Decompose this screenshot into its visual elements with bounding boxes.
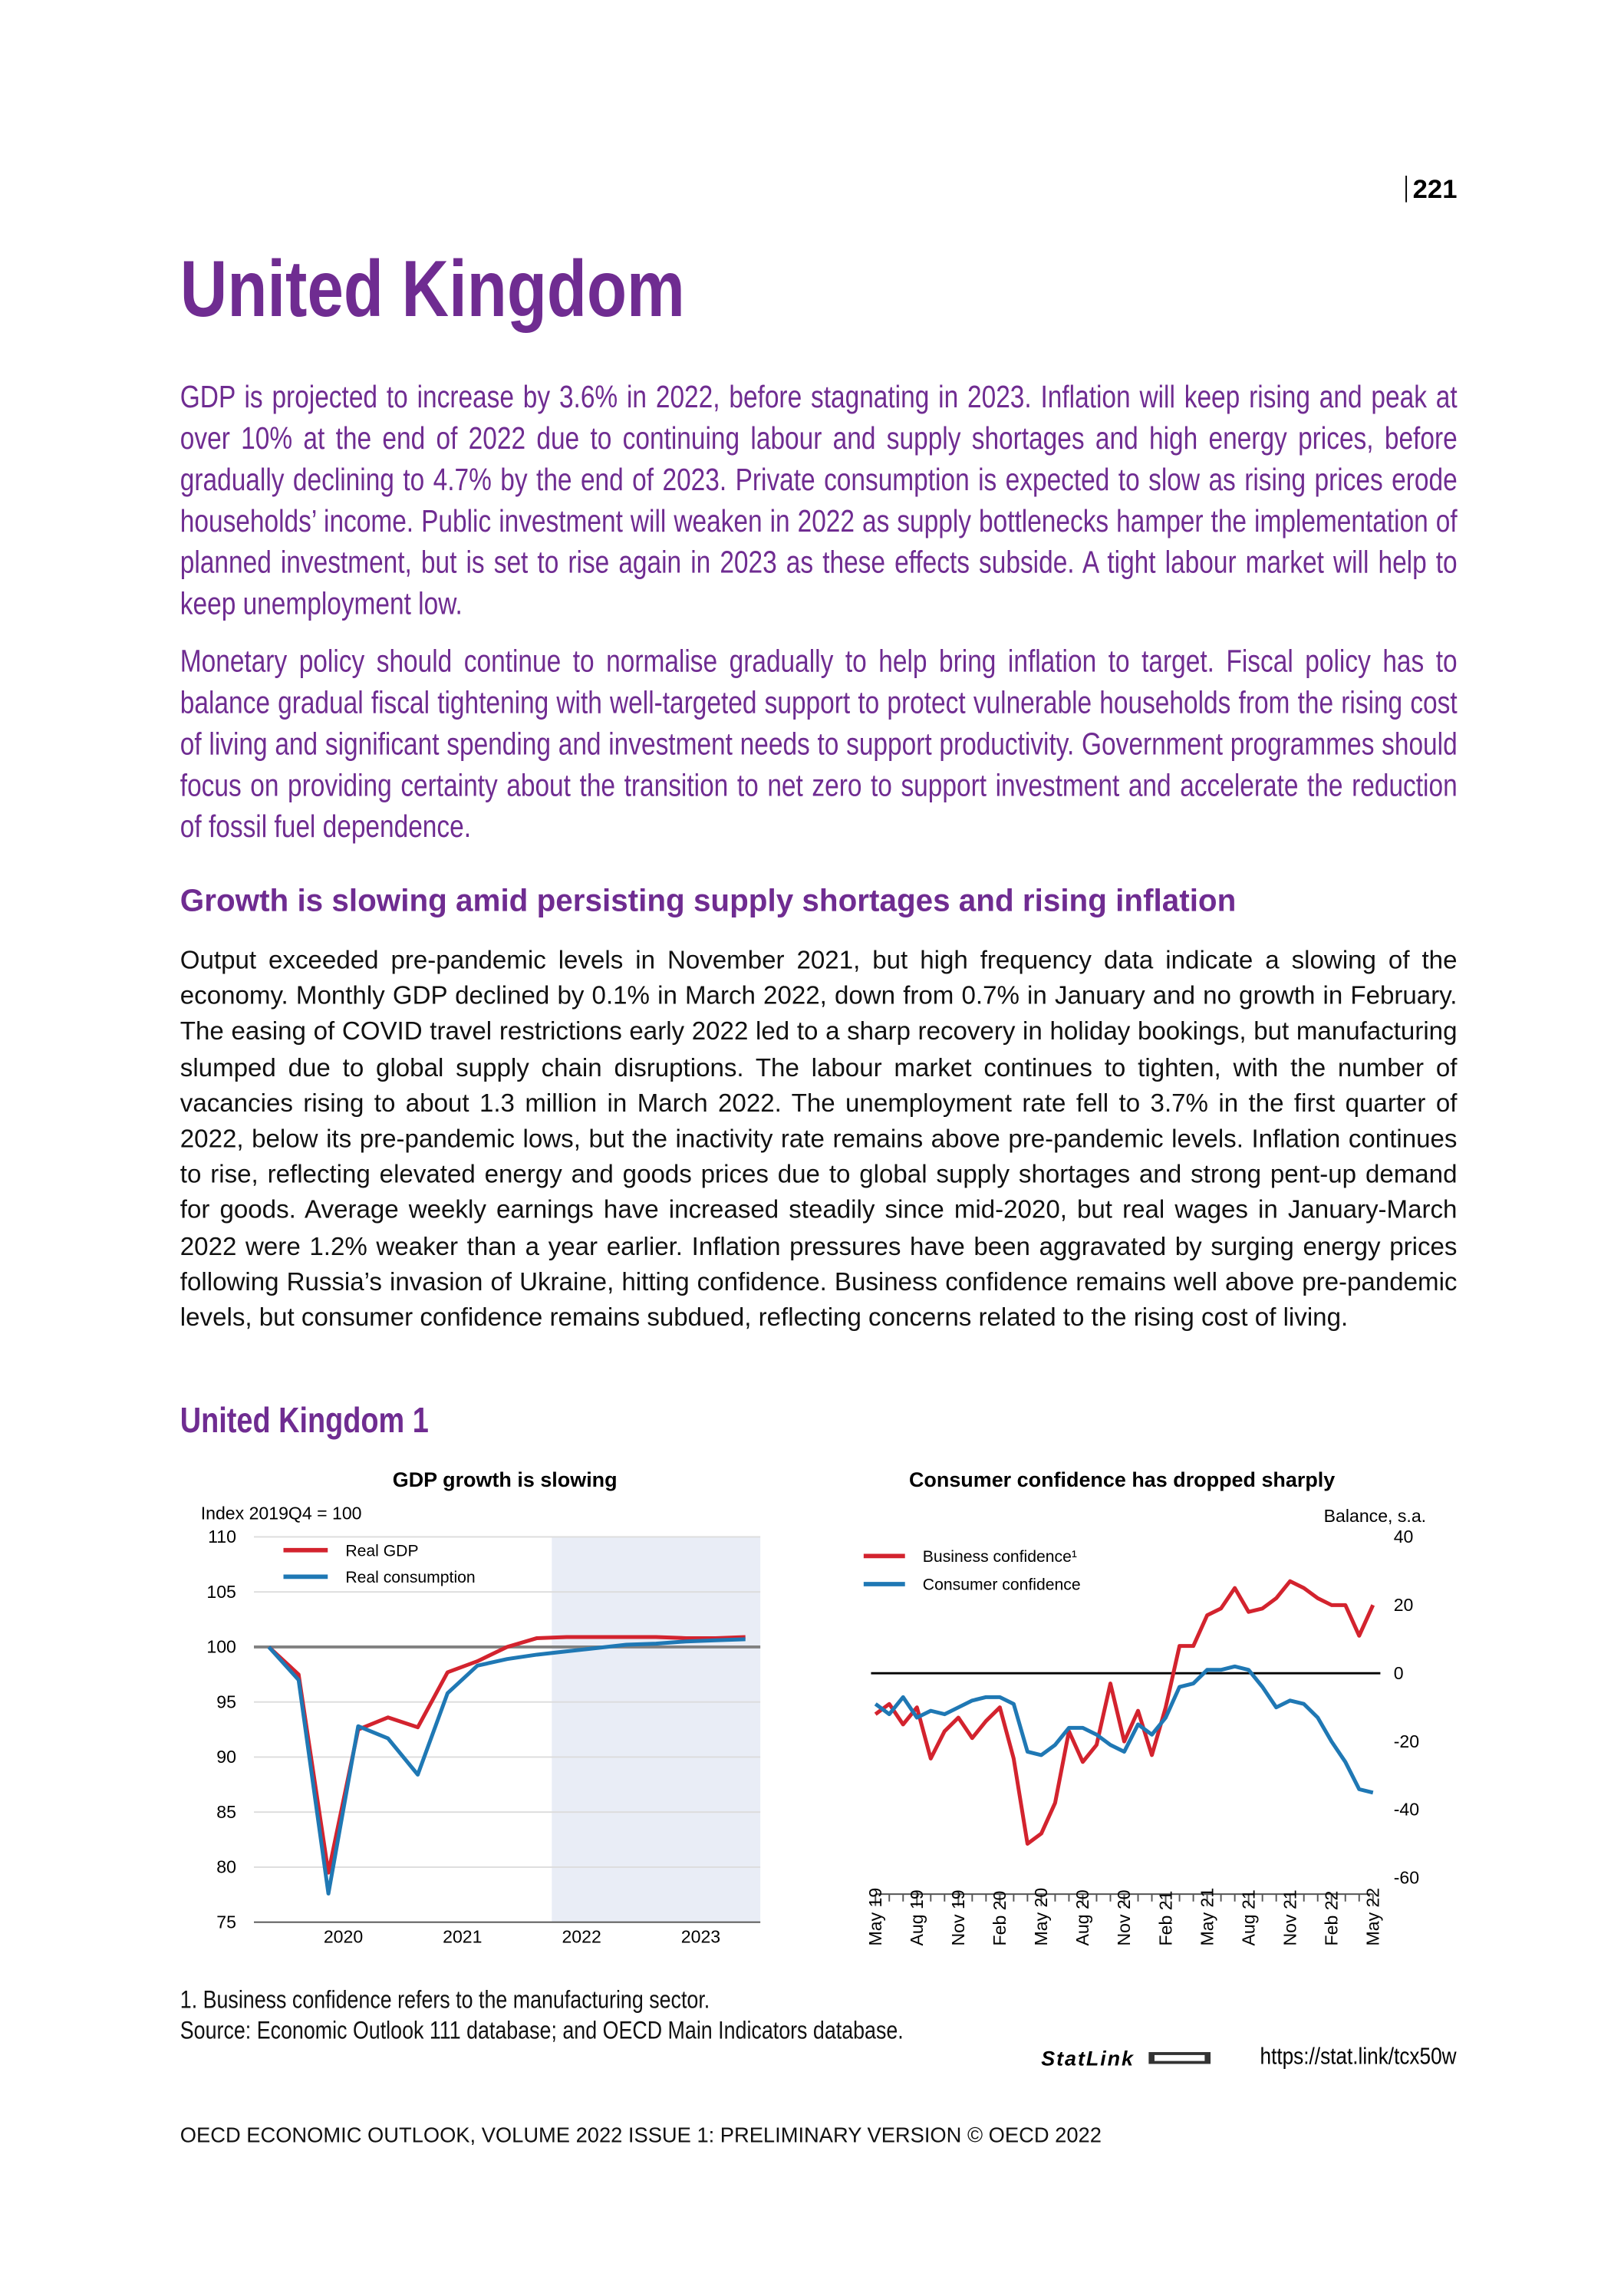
- y-tick-label: 80: [216, 1857, 236, 1877]
- series-line: [874, 1579, 1375, 1846]
- title: United Kingdom: [180, 245, 685, 334]
- x-tick-label: May 21: [1197, 1888, 1217, 1946]
- y-tick-label: 90: [216, 1747, 236, 1767]
- y-tick-label: 110: [208, 1527, 236, 1547]
- chart-title: GDP growth is slowing: [393, 1468, 618, 1491]
- summary-paragraph: Monetary policy should continue to norma…: [180, 645, 1458, 845]
- x-tick-label: Aug 20: [1072, 1889, 1092, 1945]
- series-line: [267, 1637, 746, 1896]
- y-tick-label: 0: [1394, 1663, 1404, 1683]
- section-heading: Growth is slowing amid persisting supply…: [180, 884, 1237, 919]
- x-tick-label: 2022: [562, 1927, 601, 1947]
- x-tick-label: May 19: [865, 1888, 885, 1946]
- y-tick-label: 105: [206, 1582, 236, 1602]
- x-tick-label: 2021: [443, 1927, 482, 1947]
- page-number: 221: [1405, 176, 1457, 203]
- y-tick-label: 100: [206, 1637, 236, 1657]
- body-paragraph: Output exceeded pre-pandemic levels in N…: [180, 944, 1458, 1332]
- y-axis-label: Index 2019Q4 = 100: [201, 1503, 362, 1523]
- x-tick-label: Feb 20: [990, 1891, 1010, 1946]
- x-tick-label: Aug 21: [1238, 1889, 1258, 1945]
- x-tick-label: May 22: [1362, 1888, 1382, 1946]
- legend-label: Business confidence¹: [923, 1548, 1077, 1566]
- y-tick-label: -20: [1394, 1731, 1419, 1751]
- series-line: [874, 1664, 1374, 1795]
- y-tick-label: -60: [1394, 1868, 1419, 1888]
- y-tick-label: 95: [216, 1692, 236, 1711]
- x-tick-label: Nov 20: [1114, 1889, 1134, 1945]
- summary-paragraph: GDP is projected to increase by 3.6% in …: [180, 380, 1458, 622]
- x-tick-label: 2020: [324, 1927, 363, 1947]
- y-tick-label: -40: [1394, 1800, 1419, 1820]
- projection-shade: [552, 1537, 761, 1922]
- y-tick-label: 75: [216, 1912, 236, 1932]
- legend-label: Consumer confidence: [923, 1576, 1081, 1594]
- x-tick-label: Nov 21: [1280, 1889, 1300, 1945]
- x-tick-label: 2023: [681, 1927, 720, 1947]
- footer: OECD ECONOMIC OUTLOOK, VOLUME 2022 ISSUE…: [180, 2124, 1102, 2149]
- y-axis-label: Balance, s.a.: [1324, 1506, 1426, 1526]
- legend-label: Real GDP: [345, 1542, 418, 1560]
- y-tick-label: 40: [1394, 1527, 1414, 1547]
- statlink-url[interactable]: https://stat.link/tcx50w: [1260, 2044, 1458, 2070]
- x-tick-label: Feb 22: [1321, 1891, 1341, 1946]
- statlink-icon: [1149, 2052, 1212, 2064]
- x-tick-label: Aug 19: [907, 1889, 927, 1945]
- figure-title: United Kingdom 1: [180, 1401, 429, 1441]
- x-tick-label: Feb 21: [1155, 1891, 1175, 1946]
- statlink: StatLink https://stat.link/tcx50w: [1041, 2044, 1457, 2071]
- y-tick-label: 85: [216, 1802, 236, 1822]
- chart-title: Consumer confidence has dropped sharply: [909, 1468, 1335, 1491]
- y-tick-label: 20: [1394, 1595, 1414, 1615]
- x-tick-label: Nov 19: [948, 1889, 968, 1945]
- x-tick-label: May 20: [1031, 1888, 1051, 1946]
- footnote: 1. Business confidence refers to the man…: [180, 1985, 710, 2014]
- legend-label: Real consumption: [345, 1569, 475, 1586]
- source-note: Source: Economic Outlook 111 database; a…: [180, 2016, 904, 2045]
- statlink-label: StatLink: [1041, 2046, 1135, 2070]
